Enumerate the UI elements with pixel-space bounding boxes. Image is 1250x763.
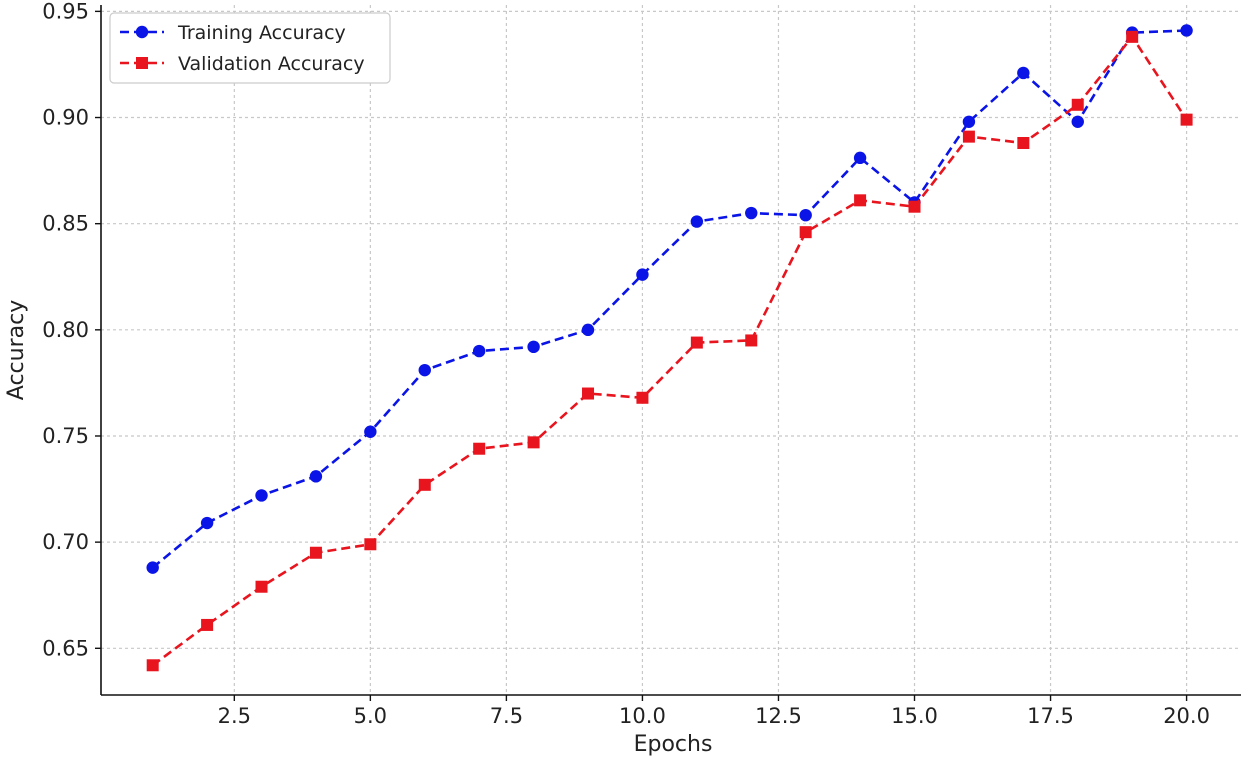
y-tick-label: 0.85 [42, 212, 89, 236]
validation-point [364, 538, 377, 551]
validation-point [1180, 113, 1193, 126]
validation-point [799, 226, 812, 239]
legend: Training Accuracy Validation Accuracy [109, 12, 391, 84]
training-point [364, 425, 377, 438]
x-tick-label: 12.5 [755, 704, 802, 728]
validation-point [309, 546, 322, 559]
legend-validation-label: Validation Accuracy [178, 53, 365, 75]
training-point [255, 489, 268, 502]
validation-point [527, 436, 540, 449]
validation-point [146, 659, 159, 672]
validation-point [418, 478, 431, 491]
x-tick-label: 5.0 [354, 704, 387, 728]
validation-series-line [151, 34, 1188, 667]
training-point [146, 561, 159, 574]
training-point [200, 516, 214, 530]
y-tick-label: 0.80 [42, 318, 89, 342]
x-tick-label: 7.5 [490, 704, 523, 728]
x-tick-label: 2.5 [218, 704, 251, 728]
x-tick-label: 10.0 [619, 704, 666, 728]
validation-point [1017, 137, 1030, 149]
training-point [472, 344, 486, 358]
training-point [1017, 66, 1030, 80]
y-tick-label: 0.95 [42, 0, 89, 23]
training-point [581, 323, 595, 337]
grid-layer [101, 5, 1241, 695]
training-point [636, 268, 649, 281]
training-point [309, 470, 323, 483]
validation-point [908, 200, 921, 213]
validation-point [962, 130, 975, 143]
training-point [962, 115, 976, 128]
validation-point [690, 336, 703, 349]
validation-point [1071, 98, 1084, 111]
legend-training-marker [135, 25, 149, 39]
legend-validation-marker [136, 57, 148, 69]
validation-point [745, 334, 758, 347]
y-tick-label: 0.75 [42, 424, 89, 448]
y-tick-label: 0.65 [42, 636, 89, 660]
validation-point [1126, 30, 1139, 43]
training-point [853, 151, 867, 165]
validation-point [255, 580, 268, 593]
legend-box [109, 12, 391, 84]
x-tick-label: 20.0 [1163, 704, 1210, 728]
validation-point [636, 391, 649, 404]
validation-point [473, 442, 486, 455]
x-tick-label: 17.5 [1027, 704, 1074, 728]
validation-point [582, 387, 595, 400]
axes-layer: 2.5 5.0 7.5 10.0 12.5 15.0 17.5 20.0 0.65 0.70 0.7… [42, 0, 1241, 728]
series-layer [146, 24, 1193, 672]
training-point [690, 215, 704, 228]
legend-training-label: Training Accuracy [177, 22, 346, 44]
training-point [527, 340, 540, 354]
training-point [745, 206, 758, 220]
training-series-line [151, 29, 1187, 569]
training-point [1071, 115, 1084, 128]
validation-point [201, 618, 214, 631]
x-axis-title: Epochs [634, 732, 713, 757]
validation-point [854, 194, 867, 207]
training-point [418, 363, 431, 377]
training-point [1180, 24, 1193, 37]
y-axis-title: Accuracy [4, 300, 29, 400]
x-tick-label: 15.0 [891, 704, 938, 728]
y-tick-label: 0.70 [42, 530, 89, 554]
training-point [799, 208, 812, 222]
y-tick-label: 0.90 [42, 106, 89, 130]
